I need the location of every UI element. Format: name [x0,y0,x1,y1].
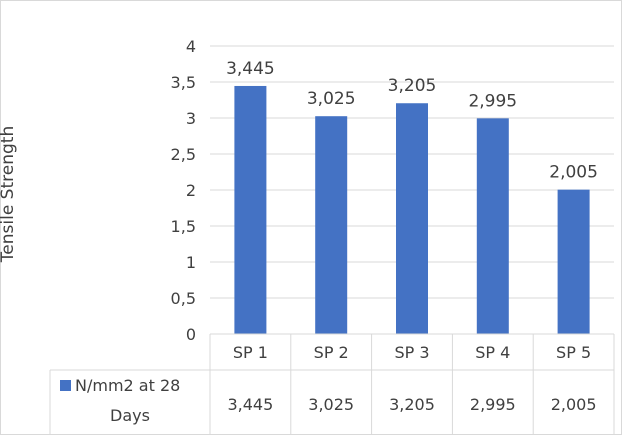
data-label: 3,445 [226,59,275,79]
table-value: 2,005 [551,395,597,414]
y-axis-ticks: 0 0,5 1 1,5 2 2,5 3 3,5 4 [171,37,196,344]
category-label: SP 5 [556,343,591,362]
bar [315,116,348,334]
legend-label-line2: Days [110,406,150,425]
bars [234,85,590,335]
data-label: 2,005 [549,163,598,183]
category-label: SP 3 [394,343,429,362]
y-tick-label: 3,5 [171,73,196,92]
table-value: 3,025 [308,395,354,414]
y-tick-label: 0,5 [171,289,196,308]
y-tick-label: 3 [186,109,196,128]
data-labels: 3,445 3,025 3,205 2,995 2,005 [226,59,598,183]
bar [396,103,428,335]
category-label: SP 1 [233,343,268,362]
y-axis-label: Tensile Strength [0,126,18,263]
legend-label: N/mm2 at 28 [75,376,180,395]
table-value: 2,995 [470,395,516,414]
table-value: 3,445 [227,395,273,414]
y-tick-label: 1 [186,253,196,272]
y-tick-label: 0 [186,325,196,344]
data-table: SP 1 SP 2 SP 3 SP 4 SP 5 3,445 3,025 3,205 2,995… [49,333,615,435]
bar [234,85,267,335]
data-label: 3,205 [388,76,437,96]
data-label: 2,995 [468,91,517,111]
y-tick-label: 1,5 [171,217,196,236]
y-tick-label: 2,5 [171,145,196,164]
data-label: 3,025 [307,89,356,109]
category-label: SP 2 [314,343,349,362]
y-tick-label: 4 [186,37,196,56]
bar [557,189,590,334]
table-value: 3,205 [389,395,435,414]
legend-swatch [60,380,71,391]
category-label: SP 4 [475,343,510,362]
bar [476,118,509,334]
y-tick-label: 2 [186,181,196,200]
